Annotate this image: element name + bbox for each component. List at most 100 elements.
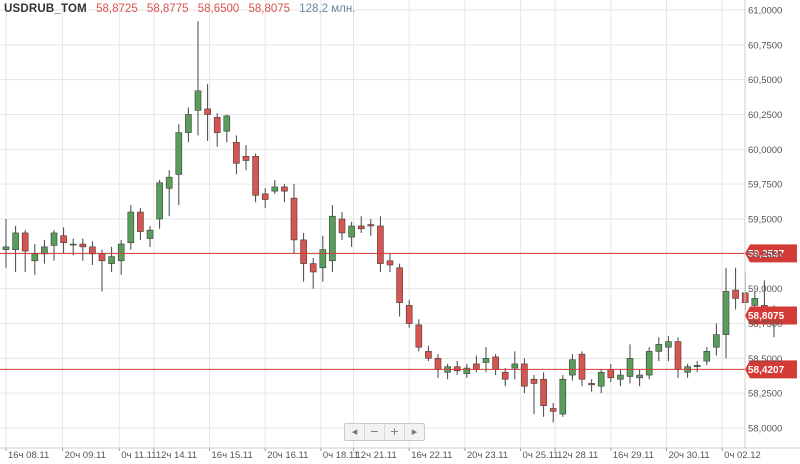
candle-body-up — [655, 344, 663, 352]
candle-body-up — [41, 246, 48, 255]
candle-body-down — [501, 371, 509, 380]
candle-body-down — [98, 253, 106, 262]
grid — [0, 0, 745, 448]
candle-body-up — [636, 374, 643, 379]
candle-body-down — [357, 225, 365, 230]
y-tick-label: 60,2500 — [748, 110, 782, 121]
candle-body-up — [271, 186, 279, 192]
candle-body-down — [300, 239, 307, 264]
candle-body-down — [290, 197, 298, 241]
candle-body-up — [463, 367, 471, 374]
candle-body-up — [348, 225, 355, 238]
candle-body-up — [146, 229, 154, 239]
candle-body-down — [434, 358, 442, 370]
candle-body-up — [617, 374, 624, 380]
price-levels: 59,2537 58,8075 58,4207 — [0, 244, 797, 379]
x-tick-label: 0ч 25.11 — [523, 450, 559, 461]
y-tick-label: 59,5000 — [748, 215, 782, 226]
x-tick-label: 0ч 02.12 — [724, 450, 761, 461]
chart-header: USDRUB_TOM 58,8725 58,8775 58,6500 58,80… — [4, 3, 361, 15]
candle-body-down — [242, 156, 250, 161]
candle-body-up — [665, 341, 672, 348]
zoom-in-button[interactable]: + — [385, 424, 405, 440]
candle-body-down — [530, 378, 538, 384]
candle-body-down — [233, 142, 240, 164]
candle-body-down — [453, 366, 461, 372]
x-tick-label: 20ч 09.11 — [65, 450, 106, 461]
x-tick-label: 12ч 14.11 — [156, 450, 197, 461]
candle-body-up — [329, 215, 336, 262]
candle-body-up — [693, 364, 701, 367]
x-tick-label: 20ч 16.11 — [267, 450, 308, 461]
x-tick-label: 0ч 11.11 — [121, 450, 156, 461]
candle-body-down — [674, 341, 682, 370]
x-tick-label: 16ч 22.11 — [411, 450, 452, 461]
candle-body-down — [578, 353, 586, 380]
candle-body-up — [713, 334, 720, 348]
y-tick-label: 58,2500 — [748, 389, 782, 400]
candle-body-up — [559, 378, 567, 415]
volume-value: 128,2 млн. — [299, 3, 356, 15]
x-tick-label: 16ч 15.11 — [212, 450, 253, 461]
candle-body-down — [21, 232, 29, 252]
price-level-tag — [745, 244, 797, 263]
candle-body-down — [89, 246, 96, 255]
x-tick-label: 12ч 21.11 — [356, 450, 397, 461]
x-tick-label: 20ч 30.11 — [668, 450, 709, 461]
x-tick-label: 12ч 28.11 — [557, 450, 598, 461]
x-tick-label: 16ч 29.11 — [613, 450, 654, 461]
candle-body-up — [175, 132, 183, 175]
candle-body-down — [213, 116, 221, 133]
candle-body-down — [252, 156, 259, 196]
price-level-label: 59,2537 — [748, 249, 785, 260]
candle-body-up — [127, 211, 135, 243]
candle-body-up — [223, 115, 231, 132]
x-tick-label: 16ч 08.11 — [8, 450, 49, 461]
close-value: 58,8075 — [248, 3, 291, 15]
candle-body-down — [588, 383, 595, 386]
candle-body-down — [338, 218, 346, 234]
candles — [2, 21, 778, 423]
price-level-tag — [745, 306, 797, 325]
candle-body-down — [405, 305, 413, 324]
y-tick-label: 59,0000 — [748, 284, 782, 295]
zoom-out-button[interactable]: − — [365, 424, 385, 440]
y-tick-label: 61,0000 — [748, 6, 782, 17]
candle-body-up — [569, 359, 576, 376]
price-level-tag — [745, 360, 797, 379]
candle-body-up — [751, 298, 759, 306]
candle-body-down — [732, 289, 739, 299]
open-value: 58,8725 — [96, 3, 138, 15]
candle-body-down — [367, 224, 375, 227]
candle-body-down — [386, 260, 394, 266]
candle-body-up — [597, 371, 605, 387]
candle-body-up — [2, 246, 10, 250]
scroll-right-button[interactable]: ▸ — [411, 425, 418, 438]
candle-body-up — [12, 232, 19, 250]
high-value: 58,8775 — [146, 3, 189, 15]
scroll-left-button[interactable]: ◂ — [345, 424, 365, 440]
candle-body-up — [703, 351, 711, 362]
candle-body-down — [473, 363, 480, 370]
candle-body-down — [415, 324, 423, 348]
chart-navigator: ◂ − + ▸ — [344, 423, 425, 441]
y-tick-label: 60,7500 — [748, 40, 782, 51]
price-level-label: 58,4207 — [748, 365, 785, 376]
y-axis: 61,0000 60,7500 60,5000 60,2500 60,0000 59,75… — [744, 0, 782, 448]
candle-body-up — [511, 363, 519, 369]
candle-body-up — [69, 243, 77, 246]
y-tick-label: 58,0000 — [748, 424, 782, 435]
y-tick-label: 58,7500 — [748, 319, 782, 330]
symbol-label: USDRUB_TOM — [4, 3, 87, 15]
price-level-label: 58,8075 — [748, 311, 785, 322]
candle-body-down — [396, 267, 403, 303]
candle-body-down — [204, 108, 211, 115]
candle-body-down — [549, 408, 557, 412]
x-axis: 16ч 08.11 20ч 09.11 0ч 11.11 12ч 14.11 16ч 1… — [0, 447, 800, 461]
y-tick-label: 60,5000 — [748, 75, 782, 86]
candle-body-down — [281, 186, 288, 192]
candle-body-down — [60, 235, 67, 243]
candle-body-down — [521, 363, 528, 387]
candle-body-up — [194, 90, 202, 111]
